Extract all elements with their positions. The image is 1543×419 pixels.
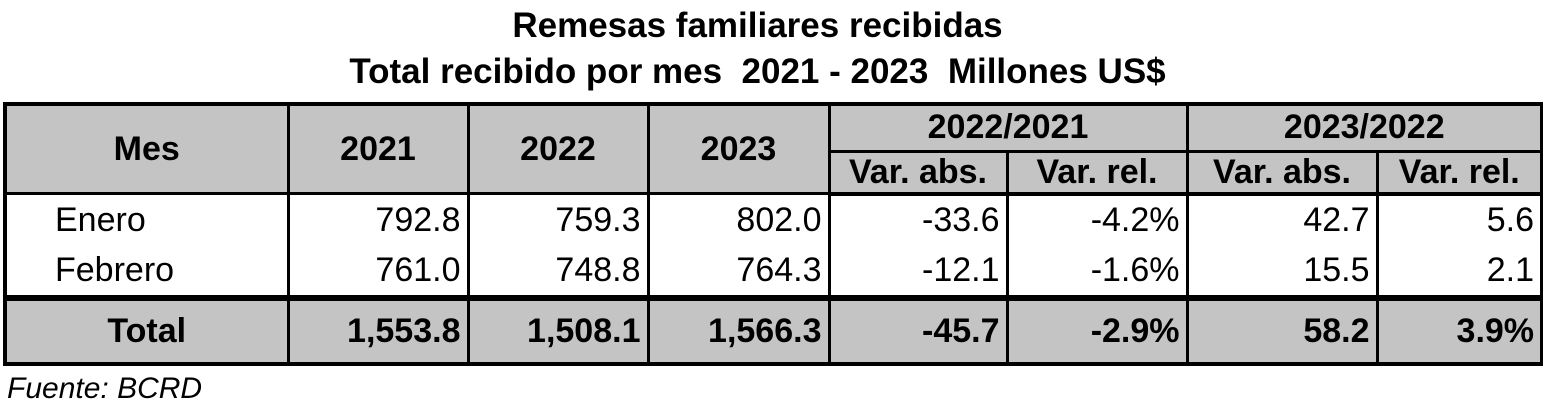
header-row-variations: Var. abs. Var. rel. Var. abs. Var. rel.: [5, 149, 1543, 196]
total-var-rel-2023-2022: 3.9%: [1375, 294, 1543, 366]
total-2023: 1,566.3: [646, 294, 831, 366]
table-row-total: Total 1,553.8 1,508.1 1,566.3 -45.7 -2.9…: [3, 294, 1543, 366]
var-rel-2023-2022: 5.6: [1375, 193, 1543, 246]
report-title-block: Remesas familiares recibidas Total recib…: [0, 0, 1515, 95]
report-subtitle: Total recibido por mes 2021 - 2023 Millo…: [349, 52, 1166, 91]
var-rel-2022-2021: -1.6%: [1005, 245, 1189, 298]
month-label: Enero: [3, 193, 290, 246]
value-2022: 759.3: [466, 193, 650, 246]
group-header-2022-2021: 2022/2021: [827, 102, 1189, 152]
total-var-rel-2022-2021: -2.9%: [1005, 294, 1189, 366]
total-2021: 1,553.8: [286, 294, 470, 366]
total-var-abs-2022-2021: -45.7: [827, 294, 1009, 366]
value-2022: 748.8: [466, 245, 650, 298]
total-label: Total: [3, 294, 290, 366]
month-label: Febrero: [3, 245, 290, 298]
total-var-abs-2023-2022: 58.2: [1185, 294, 1379, 366]
value-2021: 792.8: [286, 193, 470, 246]
value-2023: 764.3: [646, 245, 831, 298]
var-rel-2022-2021: -4.2%: [1005, 193, 1189, 246]
var-abs-2022-2021: -33.6: [827, 193, 1009, 246]
col-header-2023: 2023: [646, 102, 831, 195]
table-row-enero: Enero 792.8 759.3 802.0 -33.6 -4.2% 42.7…: [3, 193, 1543, 246]
col-header-var-abs-1: Var. abs.: [827, 149, 1009, 196]
var-abs-2023-2022: 42.7: [1185, 193, 1379, 246]
var-rel-2023-2022: 2.1: [1375, 245, 1543, 298]
var-abs-2022-2021: -12.1: [827, 245, 1009, 298]
header-row-groups: Mes 2021 2022 2023 2022/2021 2023/2022: [3, 102, 1543, 195]
group-header-2023-2022: 2023/2022: [1185, 102, 1543, 152]
col-header-2022: 2022: [466, 102, 650, 195]
value-2023: 802.0: [646, 193, 831, 246]
source-note: Fuente: BCRD: [7, 371, 203, 405]
col-header-var-rel-1: Var. rel.: [1005, 149, 1189, 196]
remittances-table: Mes 2021 2022 2023 2022/2021 2023/2022 V…: [3, 102, 1543, 366]
col-header-mes: Mes: [3, 102, 290, 195]
col-header-var-rel-2: Var. rel.: [1375, 149, 1543, 196]
report-title: Remesas familiares recibidas: [512, 6, 1003, 45]
col-header-var-abs-2: Var. abs.: [1185, 149, 1379, 196]
col-header-2021: 2021: [286, 102, 470, 195]
table-row-febrero: Febrero 761.0 748.8 764.3 -12.1 -1.6% 15…: [3, 245, 1543, 298]
total-2022: 1,508.1: [466, 294, 650, 366]
value-2021: 761.0: [286, 245, 470, 298]
var-abs-2023-2022: 15.5: [1185, 245, 1379, 298]
